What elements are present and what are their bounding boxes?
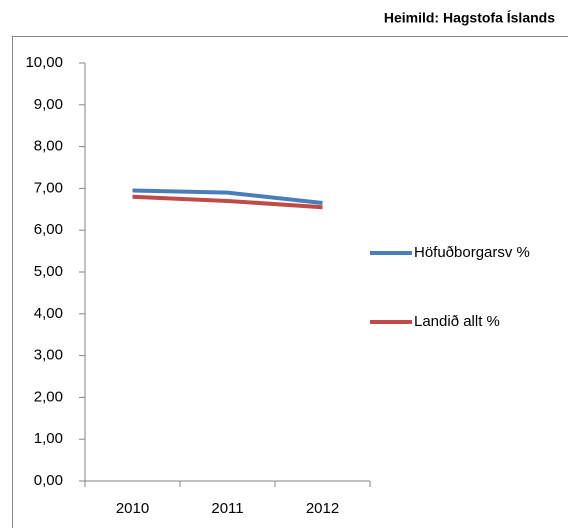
legend-label: Landið allt % — [414, 313, 500, 330]
y-tick-label: 9,00 — [34, 96, 63, 113]
series-line — [132, 194, 323, 210]
y-tick-label: 2,00 — [34, 388, 63, 405]
y-tick-label: 3,00 — [34, 347, 63, 364]
series-line — [132, 188, 323, 206]
chart-border — [12, 36, 568, 528]
x-tick-label: 2010 — [116, 500, 149, 517]
y-tick-label: 0,00 — [34, 472, 63, 489]
x-tick-label: 2011 — [211, 500, 243, 517]
y-tick-label: 1,00 — [34, 430, 63, 447]
x-tick-label: 2012 — [306, 500, 339, 517]
legend-label: Höfuðborgarsv % — [414, 244, 530, 261]
chart-subtitle: Heimild: Hagstofa Íslands — [384, 10, 555, 26]
y-tick-label: 10,00 — [25, 54, 63, 71]
y-tick-label: 4,00 — [34, 305, 63, 322]
y-tick-label: 5,00 — [34, 263, 63, 280]
y-tick-label: 7,00 — [34, 179, 63, 196]
y-tick-label: 6,00 — [34, 221, 63, 238]
y-tick-label: 8,00 — [34, 138, 63, 155]
